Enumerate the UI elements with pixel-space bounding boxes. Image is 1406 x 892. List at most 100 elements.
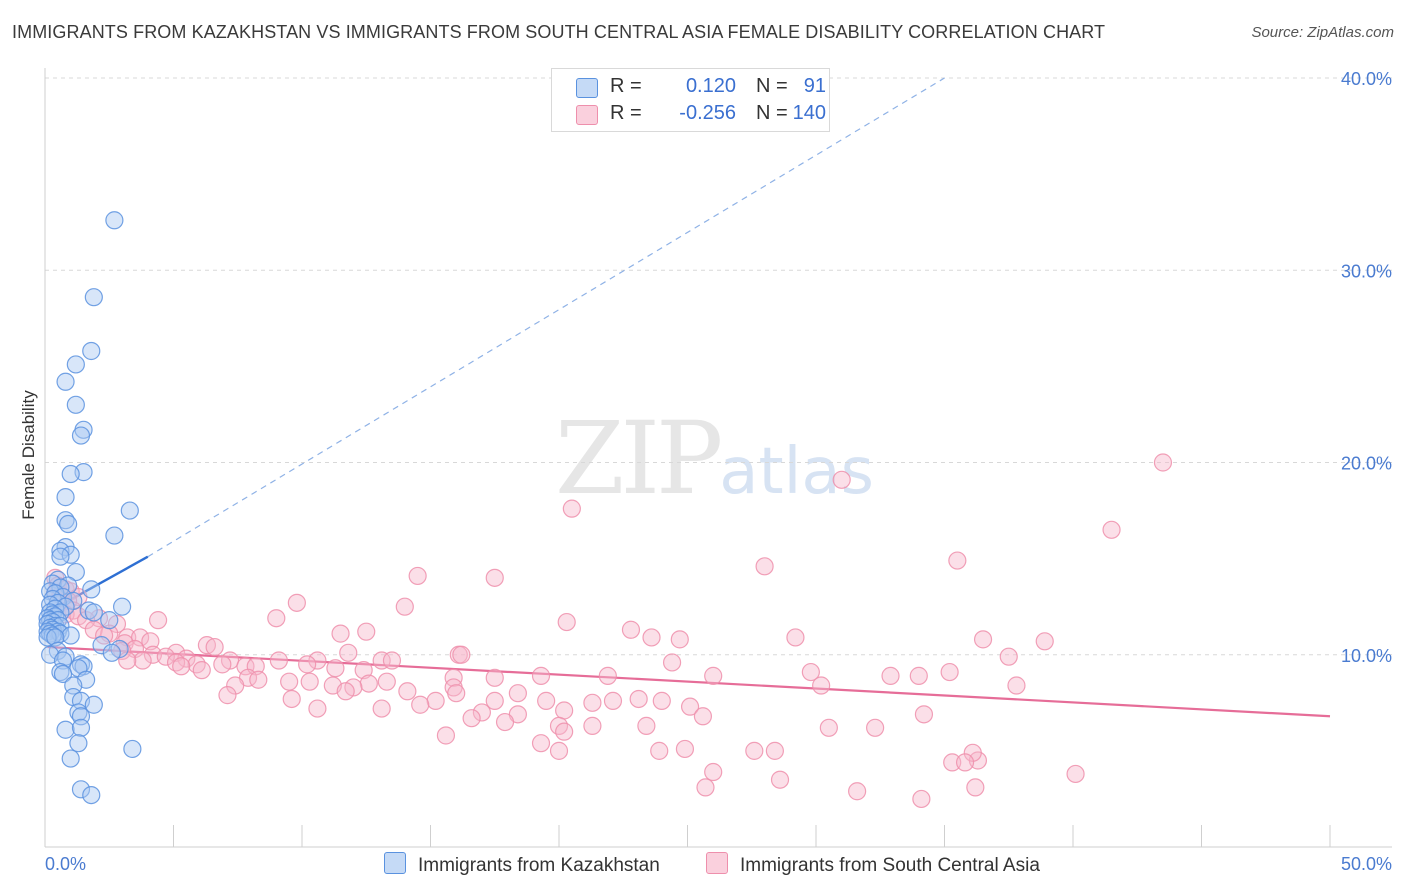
kazakhstan-point: [71, 718, 91, 737]
watermark: ZIPatlas: [555, 400, 874, 517]
south-central-asia-point: [236, 657, 255, 676]
south-central-asia-point: [696, 778, 715, 797]
south-central-asia-point: [495, 712, 515, 732]
south-central-asia-point: [472, 703, 491, 722]
south-central-asia-point: [156, 647, 175, 666]
south-central-asia-point: [770, 770, 790, 789]
kazakhstan-point: [84, 288, 103, 307]
kazakhstan-point: [56, 720, 75, 739]
south-central-asia-point: [485, 568, 504, 587]
south-central-asia-point: [650, 741, 669, 760]
legend-swatch-south-central-asia: [576, 105, 598, 125]
south-central-asia-point: [999, 647, 1018, 666]
kazakhstan-point: [123, 739, 142, 759]
south-central-asia-point: [704, 666, 723, 685]
trend-line-south-central-asia: [47, 645, 1331, 718]
south-central-asia-point: [485, 691, 504, 710]
y-tick-label: 20.0%: [1341, 454, 1392, 474]
kazakhstan-point: [82, 785, 101, 805]
south-central-asia-point: [339, 643, 358, 662]
chart-title: IMMIGRANTS FROM KAZAKHSTAN VS IMMIGRANTS…: [12, 22, 1106, 42]
south-central-asia-point: [948, 551, 967, 570]
south-central-asia-point: [395, 597, 414, 616]
south-central-asia-point: [973, 630, 993, 649]
kazakhstan-point: [53, 664, 73, 684]
south-central-asia-point: [652, 691, 671, 710]
legend-n-value: 140: [792, 102, 826, 124]
south-central-asia-point: [642, 628, 661, 647]
south-central-asia-point: [848, 782, 867, 801]
south-central-asia-point: [166, 643, 186, 662]
south-central-asia-point: [603, 691, 623, 710]
south-central-asia-point: [133, 651, 152, 670]
kazakhstan-point: [84, 603, 103, 622]
series-swatch-kazakhstan: [384, 852, 406, 874]
south-central-asia-point: [372, 699, 391, 718]
kazakhstan-point: [120, 501, 139, 520]
south-central-asia-point: [549, 741, 569, 760]
x-tick-label: 50.0%: [1341, 854, 1392, 874]
south-central-asia-point: [287, 593, 306, 612]
south-central-asia-point: [282, 689, 301, 709]
trend-line-kazakhstan-extrapolated: [147, 77, 945, 558]
south-central-asia-point: [213, 655, 232, 674]
legend-swatch-kazakhstan: [576, 78, 598, 98]
south-central-asia-point: [336, 682, 355, 701]
south-central-asia-point: [308, 651, 327, 670]
kazakhstan-point: [105, 211, 124, 230]
south-central-asia-point: [267, 609, 286, 628]
south-central-asia-point: [912, 789, 931, 809]
south-central-asia-point: [1102, 520, 1121, 539]
south-central-asia-point: [1066, 764, 1085, 784]
kazakhstan-point: [82, 580, 101, 599]
south-central-asia-point: [583, 716, 602, 735]
source-label: Source: ZipAtlas.com: [1251, 24, 1394, 41]
south-central-asia-point: [357, 622, 376, 641]
south-central-asia-point: [148, 611, 168, 630]
y-tick-label: 40.0%: [1341, 69, 1392, 89]
south-central-asia-point: [598, 666, 617, 685]
legend-n-value: 91: [803, 75, 826, 97]
legend-r-label: R =: [610, 102, 642, 124]
kazakhstan-point: [56, 372, 75, 391]
kazakhstan-point: [46, 628, 65, 647]
south-central-asia-point: [280, 672, 299, 691]
series-label-south-central-asia: Immigrants from South Central Asia: [740, 855, 1040, 876]
series-legend-kazakhstan: Immigrants from Kazakhstan: [384, 852, 660, 877]
south-central-asia-point: [398, 682, 417, 701]
south-central-asia-point: [765, 741, 784, 760]
south-central-asia-point: [326, 659, 345, 678]
south-central-asia-point: [1153, 453, 1173, 472]
kazakhstan-point: [84, 695, 103, 714]
kazakhstan-point: [38, 628, 57, 647]
watermark-zip: ZIP: [555, 400, 723, 517]
kazakhstan-point: [105, 526, 124, 545]
south-central-asia-point: [531, 734, 551, 753]
tick-labels: 10.0% 20.0% 30.0% 40.0% 0.0% 50.0%: [45, 69, 1392, 874]
south-central-asia-point: [508, 684, 527, 703]
y-tick-label: 30.0%: [1341, 261, 1392, 281]
axes: [44, 68, 1392, 848]
south-central-asia-point: [832, 470, 851, 489]
south-central-asia-point: [549, 716, 569, 735]
kazakhstan-point: [51, 662, 70, 682]
south-central-asia-point: [680, 697, 700, 716]
south-central-asia-point: [966, 778, 985, 797]
south-central-asia-point: [693, 707, 713, 726]
south-central-asia-point: [205, 637, 224, 657]
south-central-asia-point: [298, 655, 317, 674]
south-central-asia-point: [1035, 632, 1054, 651]
south-central-asia-point: [675, 739, 695, 759]
kazakhstan-point: [71, 426, 91, 445]
south-central-asia-point: [955, 753, 975, 772]
south-central-asia-point: [141, 632, 160, 651]
south-central-asia-point: [249, 670, 268, 689]
south-central-asia-point: [583, 693, 602, 712]
y-tick-label: 10.0%: [1341, 646, 1392, 666]
south-central-asia-point: [192, 661, 211, 680]
kazakhstan-point: [92, 636, 111, 655]
series-label-kazakhstan: Immigrants from Kazakhstan: [418, 855, 660, 876]
south-central-asia-point: [531, 666, 551, 685]
south-central-asia-point: [269, 651, 288, 670]
